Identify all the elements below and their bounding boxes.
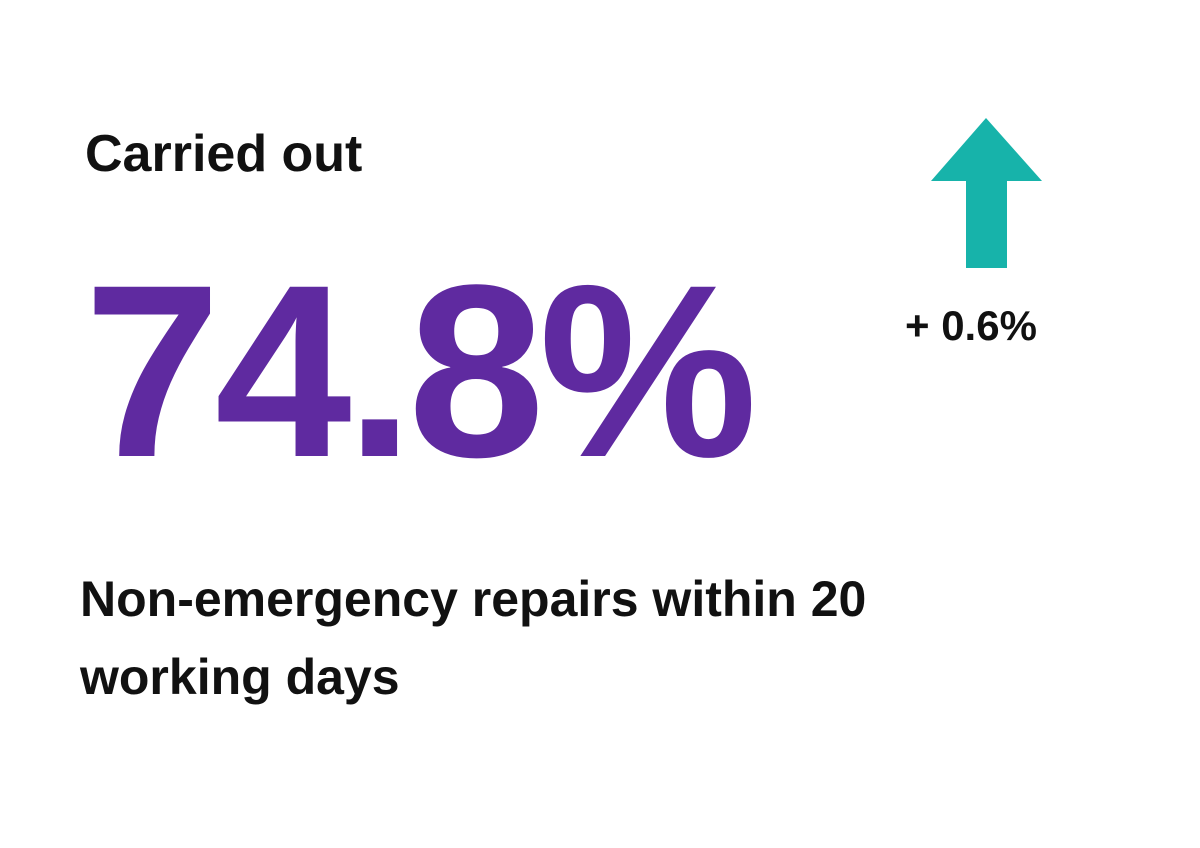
kpi-value: 74.8% [84,234,758,509]
up-arrow [931,118,1042,268]
kpi-change: + 0.6% [905,302,1037,349]
kpi-description: Non-emergency repairs within 20 working … [80,571,867,705]
kpi-label: Carried out [85,125,363,183]
